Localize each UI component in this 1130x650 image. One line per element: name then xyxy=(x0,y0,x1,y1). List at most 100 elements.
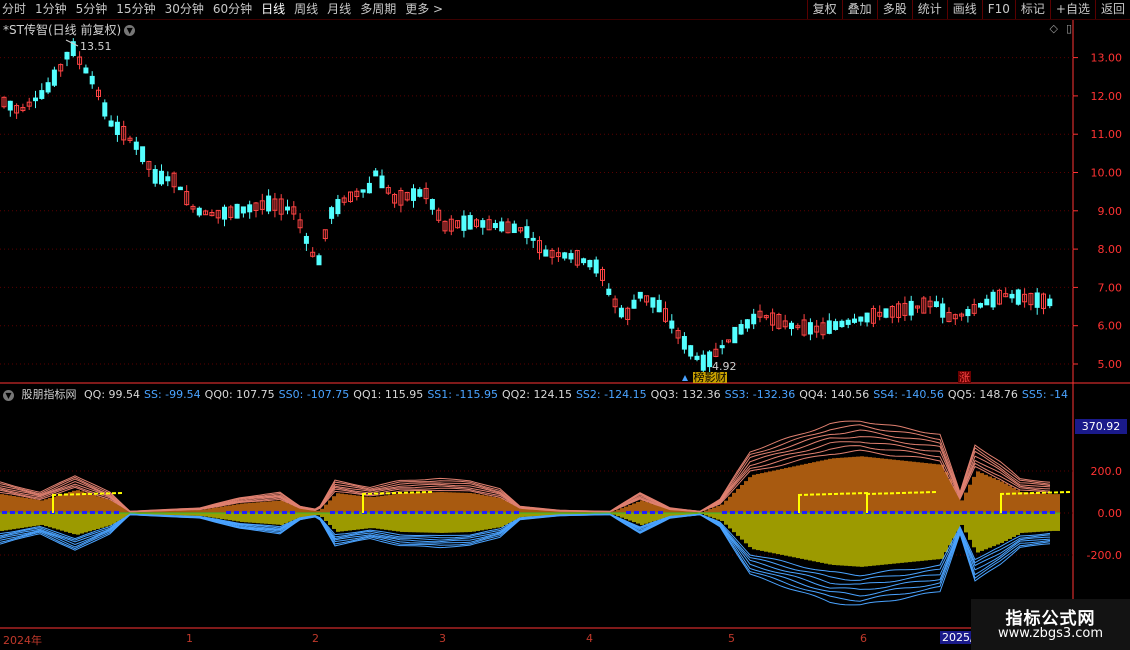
event-triangle-icon xyxy=(682,375,688,381)
indicator-up-bar xyxy=(92,495,96,513)
action-button-3[interactable]: 统计 xyxy=(911,0,947,19)
indicator-up-bar xyxy=(804,463,808,513)
indicator-down-bar xyxy=(960,513,964,525)
indicator-up-bar xyxy=(536,509,540,513)
action-button-4[interactable]: 画线 xyxy=(946,0,982,19)
indicator-up-bar xyxy=(456,492,460,513)
indicator-down-bar xyxy=(500,513,504,527)
indicator-up-bar xyxy=(612,511,616,513)
indicator-up-bar xyxy=(56,495,60,513)
indicator-up-bar xyxy=(920,462,924,513)
candle-up xyxy=(663,308,668,322)
action-button-1[interactable]: 叠加 xyxy=(841,0,877,19)
indicator-up-bar xyxy=(268,501,272,513)
period-tab-4[interactable]: 30分钟 xyxy=(164,2,204,16)
chevron-down-icon[interactable]: ▼ xyxy=(124,25,136,36)
indicator-up-bar xyxy=(472,493,476,513)
candle-down xyxy=(303,235,309,244)
candle-down xyxy=(140,146,146,163)
indicator-down-bar xyxy=(632,513,636,523)
period-tab-3[interactable]: 15分钟 xyxy=(116,2,156,16)
candle-up xyxy=(625,307,631,321)
indicator-value-4: QQ1: 115.95 xyxy=(353,388,424,401)
indicator-up-bar xyxy=(212,507,216,513)
indicator-down-bar xyxy=(928,513,932,561)
indicator-up-bar xyxy=(492,496,496,513)
candle-down xyxy=(492,223,498,229)
watermark-title: 指标公式网 xyxy=(1005,609,1096,629)
candle-up xyxy=(1,96,7,108)
indicator-up-bar xyxy=(1012,487,1016,513)
indicator-up-bar xyxy=(832,458,836,513)
candle-down xyxy=(499,221,505,232)
signal-dash xyxy=(802,511,807,514)
candle-up xyxy=(14,105,20,114)
diamond-icon[interactable]: ◇ xyxy=(1049,22,1058,35)
action-button-6[interactable]: 标记 xyxy=(1014,0,1050,19)
signal-dash xyxy=(770,511,775,514)
indicator-down-bar xyxy=(708,513,712,517)
chevron-down-icon[interactable]: ▼ xyxy=(3,389,14,401)
period-tab-7[interactable]: 周线 xyxy=(294,2,319,16)
candle-up xyxy=(398,189,404,206)
indicator-down-bar xyxy=(212,513,216,518)
period-toolbar: 分时 1分钟 5分钟 15分钟 30分钟 60分钟 日线 周线 月线 多周期 更多 > 复权 叠加 多股… xyxy=(0,0,1130,20)
action-button-0[interactable]: 复权 xyxy=(806,0,842,19)
period-tab-0[interactable]: 分时 xyxy=(2,2,27,16)
candle-down xyxy=(839,320,845,328)
indicator-down-bar xyxy=(856,513,860,567)
action-button-2[interactable]: 多股 xyxy=(876,0,912,19)
period-tab-1[interactable]: 1分钟 xyxy=(35,2,67,16)
indicator-up-bar xyxy=(1044,493,1048,513)
lower-envelope-line xyxy=(0,514,1051,606)
indicator-down-bar xyxy=(4,513,8,531)
indicator-up-bar xyxy=(760,473,764,513)
period-tab-6[interactable]: 日线 xyxy=(261,2,286,16)
candle-down xyxy=(70,41,76,56)
indicator-up-bar xyxy=(488,496,492,513)
indicator-down-bar xyxy=(472,513,476,532)
period-tab-8[interactable]: 月线 xyxy=(327,2,352,16)
action-button-7[interactable]: +自选 xyxy=(1049,0,1095,19)
indicator-down-bar xyxy=(256,513,260,524)
period-tab-10[interactable]: 更多 > xyxy=(405,2,444,16)
signal-dash xyxy=(930,511,935,514)
chart-tools: ◇ ▯ xyxy=(1041,22,1072,35)
indicator-up-bar xyxy=(440,492,444,513)
signal-dash xyxy=(818,511,823,514)
signal-dash xyxy=(722,511,727,514)
candle-up xyxy=(322,229,328,240)
indicator-up-bar xyxy=(980,473,984,513)
panel-toggle-icon[interactable]: ▯ xyxy=(1065,22,1072,35)
indicator-down-bar xyxy=(744,513,748,544)
indicator-down-bar xyxy=(12,513,16,530)
indicator-up-bar xyxy=(512,504,516,513)
indicator-down-bar xyxy=(948,513,952,546)
indicator-up-bar xyxy=(956,493,960,513)
signal-dash xyxy=(1034,511,1039,514)
signal-dash xyxy=(746,511,751,514)
indicator-down-bar xyxy=(796,513,800,559)
indicator-down-bar xyxy=(644,513,648,524)
action-button-5[interactable]: F10 xyxy=(981,0,1015,19)
price-tick-label: 11.00 xyxy=(1091,128,1123,141)
signal-dash xyxy=(826,511,831,514)
period-tab-2[interactable]: 5分钟 xyxy=(75,2,108,16)
signal-dash xyxy=(490,511,495,514)
candle-down xyxy=(1009,293,1015,299)
signal-dash xyxy=(866,511,871,514)
period-tab-9[interactable]: 多周期 xyxy=(360,2,397,16)
period-tab-5[interactable]: 60分钟 xyxy=(212,2,253,16)
candle-up xyxy=(1022,293,1028,303)
indicator-down-bar xyxy=(332,513,336,529)
indicator-up-bar xyxy=(704,510,708,513)
indicator-up-bar xyxy=(244,503,248,513)
indicator-up-bar xyxy=(296,507,300,513)
candle-up xyxy=(902,302,908,316)
candle-down xyxy=(700,354,706,371)
indicator-up-bar xyxy=(712,507,716,513)
candle-down xyxy=(373,170,379,177)
action-button-8[interactable]: 返回 xyxy=(1094,0,1130,19)
indicator-down-bar xyxy=(1036,513,1040,532)
